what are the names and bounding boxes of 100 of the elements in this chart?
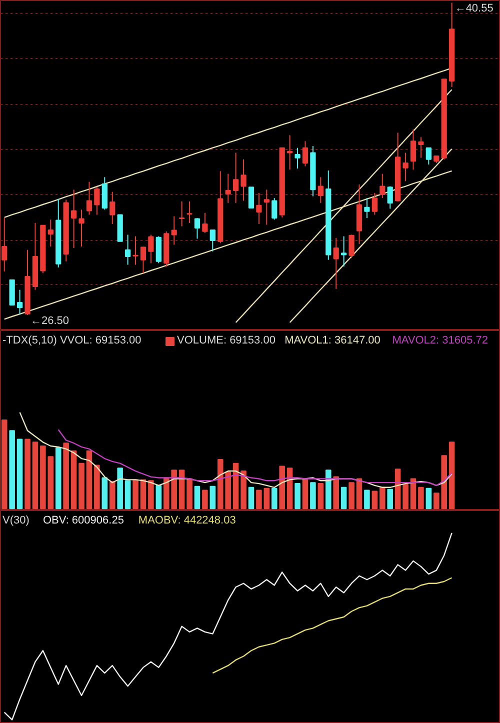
candlestick [86,181,92,216]
bar [240,470,246,510]
bar [9,430,15,510]
bar [340,486,347,510]
bar [264,488,270,510]
bar [55,447,62,510]
annotation: ←40.55 [454,2,494,15]
annotation: ←26.50 [30,314,70,327]
bar [202,490,208,510]
candlestick [16,289,23,315]
candlestick [2,218,8,272]
candlestick [333,238,339,290]
bar [48,456,54,510]
candlestick [132,236,138,266]
candlestick [364,198,370,219]
candlestick [94,186,100,216]
candlestick [124,234,131,266]
bar [279,466,285,510]
bar [410,478,416,510]
bar [302,478,308,510]
bar [318,483,324,510]
candlestick [286,134,293,170]
candlestick [264,189,270,226]
bar [16,438,23,510]
candlestick [194,218,200,240]
text: OBV: 600906.25 [43,514,124,526]
bar [418,486,424,510]
candlestick [110,191,116,225]
candlestick [48,219,54,247]
bar [186,478,192,510]
bar [94,464,100,510]
candlestick [418,136,424,158]
bar [210,486,216,510]
text: MAOBV: 442248.03 [138,514,236,526]
legend-label: VOLUME: 69153.00 [177,334,276,346]
text: MAVOL2: 31605.72 [392,334,488,346]
candlestick [318,176,324,204]
bar [63,442,69,510]
candlestick [78,209,84,247]
bar [117,468,123,510]
bar [325,470,332,510]
bar [248,486,254,510]
candlestick [372,192,378,216]
bar [78,462,84,510]
bar [294,483,300,510]
bar [1,420,8,510]
candlestick [240,158,246,202]
candlestick [272,198,278,220]
bar [379,486,386,510]
bar [356,478,362,510]
bar [24,438,30,510]
candlestick [171,216,177,246]
bar [426,488,432,510]
bar [86,450,92,510]
bar [40,446,46,510]
bar [364,490,370,510]
candlestick [210,230,216,252]
candlestick [156,236,162,264]
candlestick [294,147,300,169]
candlestick [140,246,146,274]
bar [448,442,455,510]
candlestick [248,186,254,209]
bar [256,490,262,510]
bar [394,468,401,510]
bar [178,470,185,510]
bar [333,476,339,510]
candlestick [426,147,432,165]
candlestick [225,173,231,204]
bar [372,490,378,510]
candlestick [178,200,185,227]
bar [132,479,138,510]
candlestick [387,186,393,210]
bar [32,442,38,510]
bar [102,477,108,510]
bar [387,488,393,510]
bar [194,486,200,510]
candlestick [186,200,192,224]
candlestick [232,152,239,204]
bar [310,482,316,510]
bar [140,479,146,510]
candlestick [70,189,77,249]
bar [156,484,162,510]
candlestick [348,234,354,259]
bar [402,484,408,510]
bar [70,450,77,510]
candlestick [380,173,386,199]
candlestick [202,212,208,234]
bar [148,480,154,510]
bar [109,481,116,510]
text: MAVOL1: 36147.00 [284,334,380,346]
bar [348,482,354,510]
bar [271,488,278,510]
bar [124,480,131,510]
candlestick [256,192,262,225]
candlestick [410,128,416,170]
chart-title: -TDX(5,10) VVOL: 69153.00 [2,334,142,346]
candlestick [340,236,347,267]
candlestick [302,140,308,167]
bar [286,468,293,510]
bar [232,462,239,510]
